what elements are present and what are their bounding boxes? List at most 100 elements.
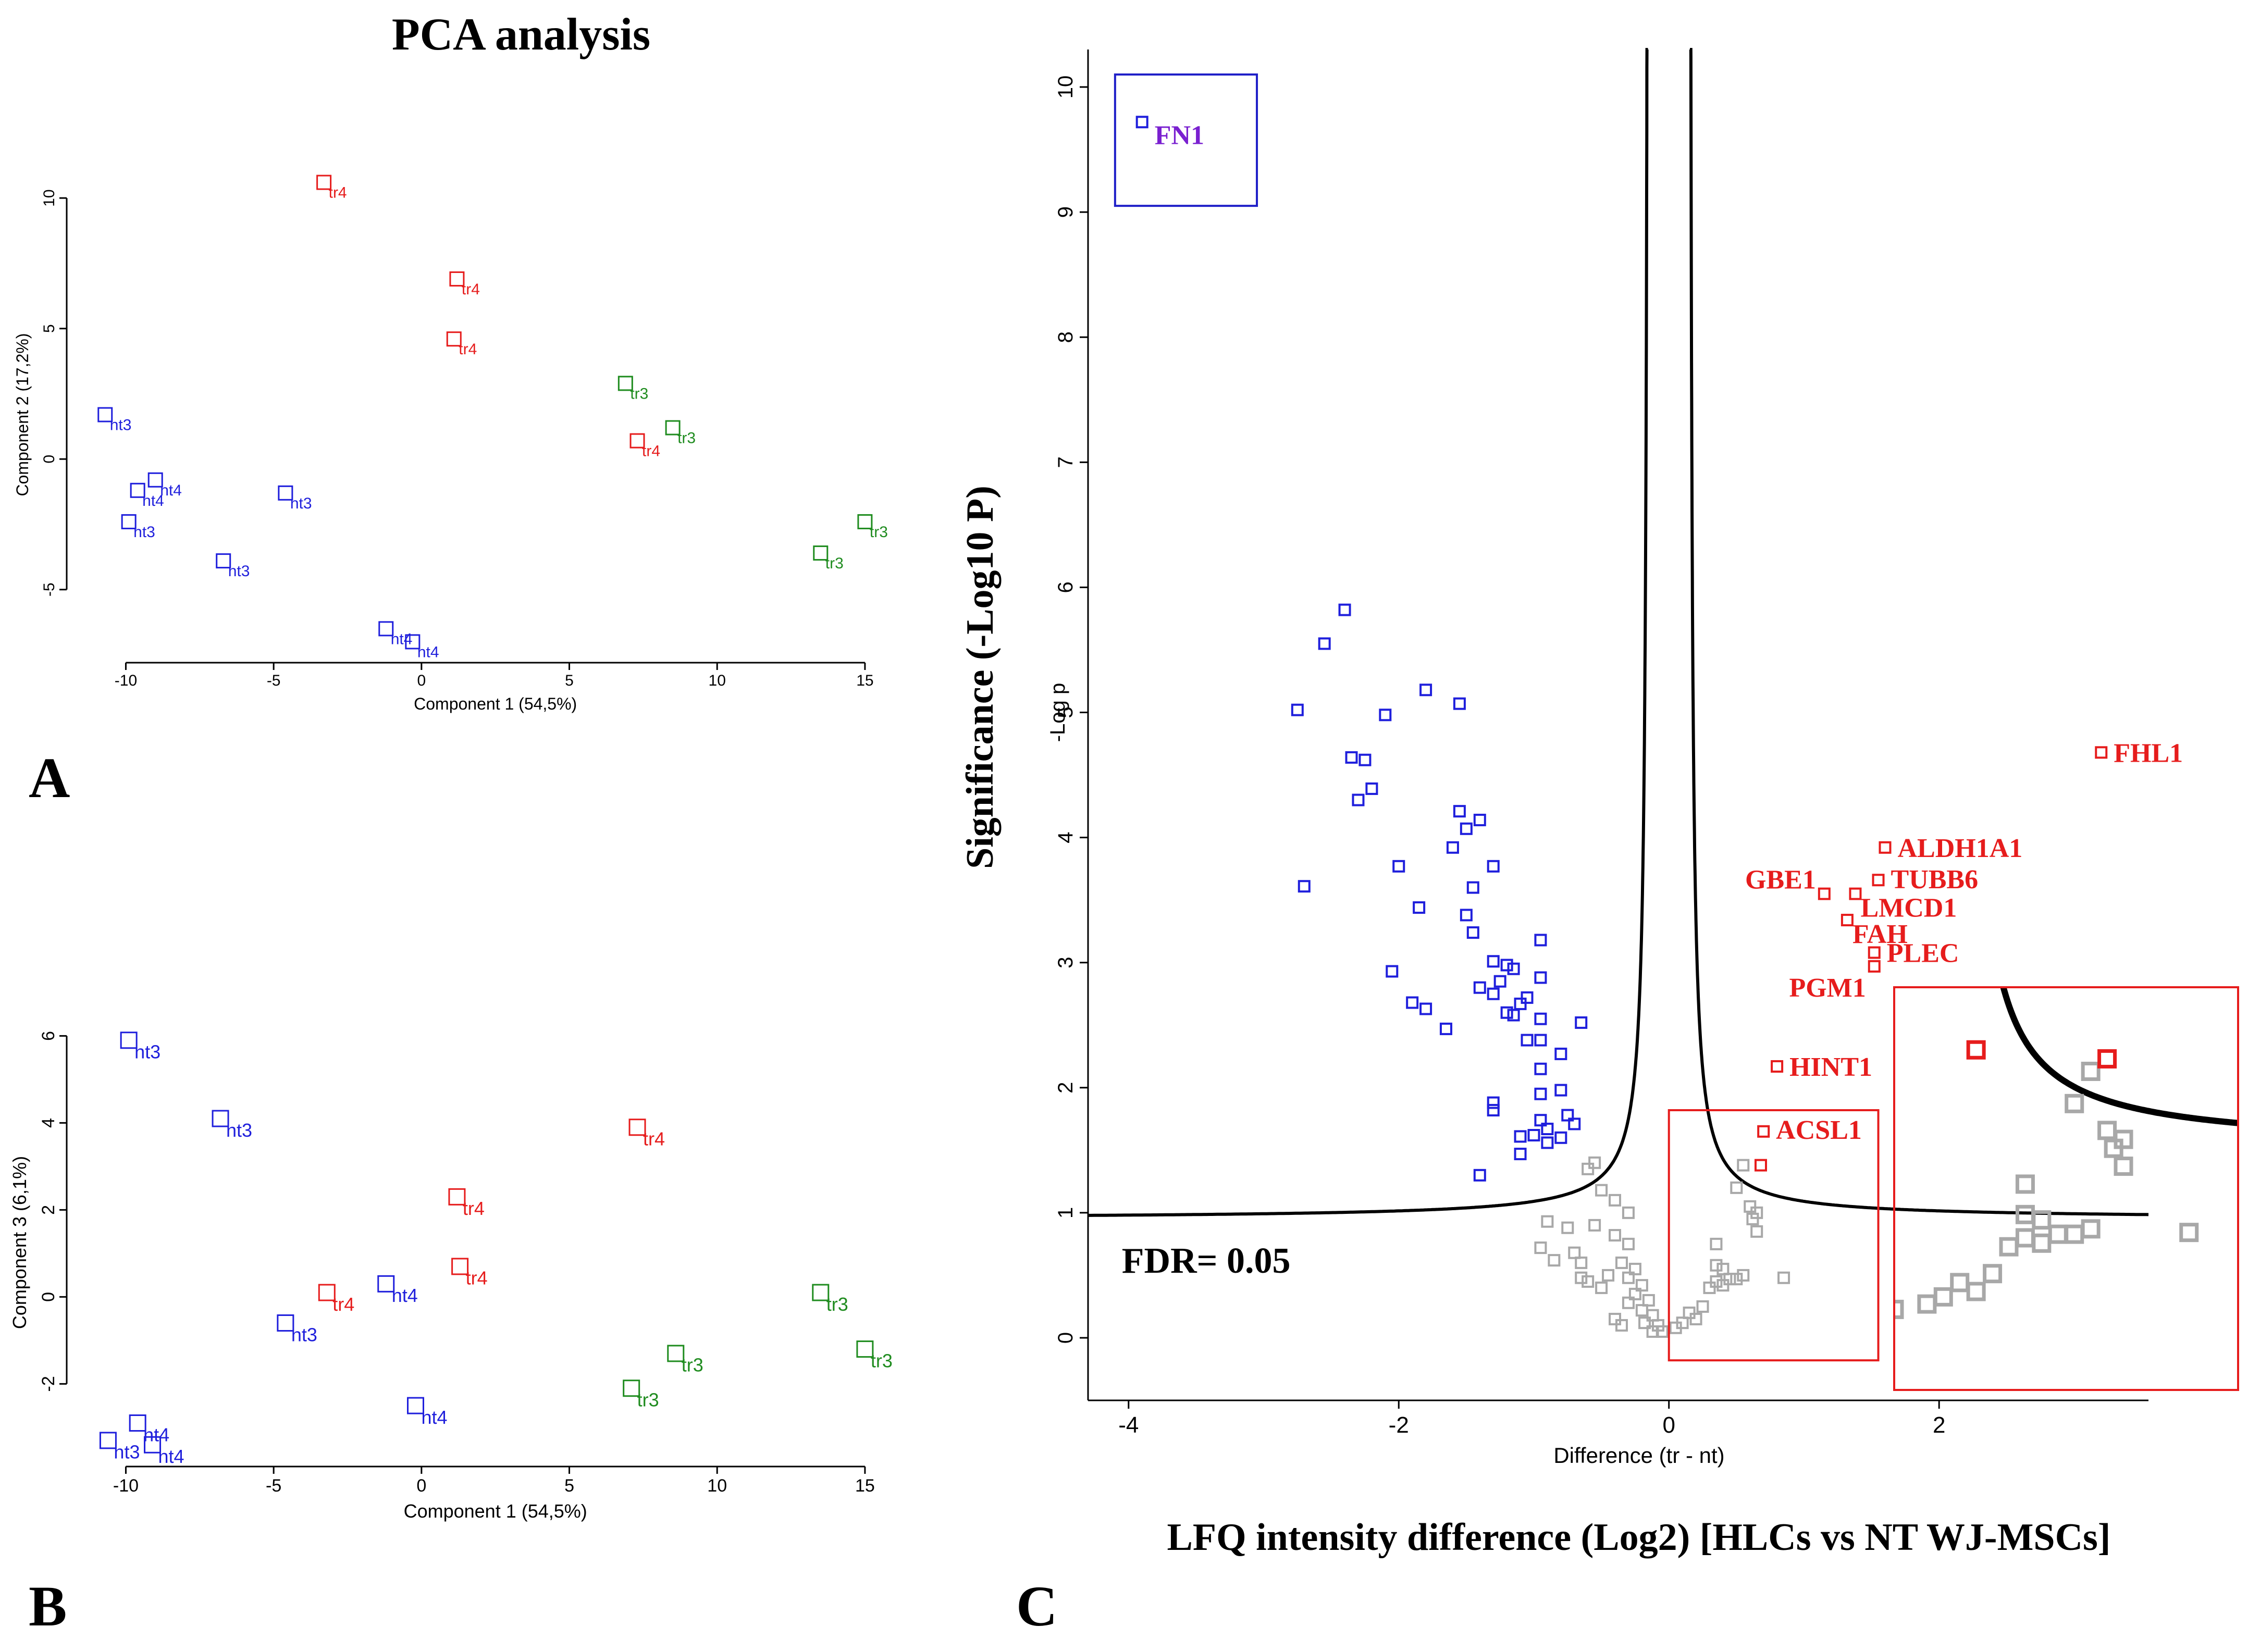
down-regulated-point: [1446, 841, 1459, 854]
data-point-label: nt4: [142, 492, 164, 510]
nonsignificant-point: [1609, 1312, 1622, 1325]
nonsignificant-point: [1575, 1271, 1588, 1284]
down-regulated-point: [1487, 987, 1500, 1000]
y-tick-label: 5: [41, 324, 58, 333]
x-tick-label: -10: [113, 1476, 139, 1496]
panel-b-axes: -10 -5 0 5 10 15 -2 0 2 4 6: [39, 1031, 875, 1496]
labeled-protein-point: [1868, 946, 1881, 959]
down-regulated-point: [1541, 1122, 1554, 1135]
data-point-marker: [99, 1432, 117, 1449]
nonsignificant-point: [1575, 1256, 1588, 1269]
panel-c-fdr-curves: [1088, 48, 2149, 1217]
down-regulated-point: [1554, 1047, 1567, 1060]
nonsignificant-point: [1710, 1275, 1723, 1288]
data-point-marker: [277, 1314, 294, 1332]
protein-label: ACSL1: [1776, 1115, 1862, 1145]
nonsignificant-point: [1588, 1219, 1601, 1232]
data-point-marker: [378, 621, 394, 637]
nonsignificant-point: [1568, 1246, 1581, 1259]
nonsignificant-point: [1609, 1194, 1622, 1207]
down-regulated-point: [1521, 991, 1534, 1004]
data-point-label: nt3: [290, 495, 312, 512]
panel-a-axes: -10 -5 0 5 10 15 -5 0 5 10: [41, 189, 874, 689]
down-regulated-point: [1298, 880, 1311, 893]
inset-nonsignificant-point: [1966, 1282, 1986, 1301]
down-regulated-point: [1521, 1034, 1534, 1047]
down-regulated-point: [1514, 1148, 1527, 1161]
data-point-label: nt4: [391, 630, 413, 648]
nonsignificant-point: [1609, 1229, 1622, 1242]
data-point-label: tr3: [682, 1355, 703, 1376]
data-point-marker: [629, 433, 645, 449]
data-point-label: tr3: [630, 385, 648, 402]
fdr-label: FDR= 0.05: [1122, 1241, 1291, 1281]
nonsignificant-point: [1602, 1269, 1615, 1282]
protein-label: GBE1: [1745, 865, 1816, 895]
nonsignificant-point: [1622, 1206, 1635, 1219]
nonsignificant-point: [1737, 1269, 1750, 1282]
down-regulated-point: [1493, 975, 1506, 988]
down-regulated-point: [1318, 637, 1331, 650]
y-tick-label: 10: [41, 189, 58, 206]
data-point-marker: [144, 1436, 162, 1454]
data-point-label: tr4: [642, 443, 660, 460]
panel-c-label: C: [1016, 1574, 1057, 1638]
data-point-marker: [316, 175, 332, 190]
x-tick-label: -4: [1118, 1412, 1139, 1438]
data-point-label: tr4: [643, 1128, 665, 1150]
x-tick-label: -5: [267, 672, 281, 689]
protein-label: ALDH1A1: [1897, 834, 2022, 863]
down-regulated-point: [1466, 926, 1479, 939]
inset-nonsignificant-point: [2065, 1224, 2084, 1244]
labeled-protein-point: [1841, 914, 1854, 927]
nonsignificant-point: [1615, 1256, 1628, 1269]
nonsignificant-point: [1628, 1262, 1641, 1275]
down-regulated-point: [1473, 981, 1486, 994]
labeled-protein-point: [2095, 746, 2108, 759]
panel-b-xlabel: Component 1 (54,5%): [404, 1500, 587, 1522]
y-tick-label: 9: [1054, 206, 1077, 218]
down-regulated-point: [1534, 934, 1547, 947]
nonsignificant-point: [1750, 1206, 1763, 1219]
x-tick-label: -10: [115, 672, 137, 689]
x-tick-label: 5: [565, 672, 574, 689]
data-point-label: tr4: [332, 1294, 354, 1315]
y-tick-label: 0: [41, 455, 58, 464]
panel-c-side-label: Significance (-Log10 P): [959, 486, 1002, 869]
labeled-protein-point: [1818, 887, 1831, 900]
nonsignificant-point: [1622, 1296, 1635, 1309]
data-point-marker: [377, 1275, 395, 1293]
data-point-marker: [216, 553, 231, 569]
panel-c-xlabel: Difference (tr - nt): [1553, 1443, 1724, 1468]
down-regulated-point: [1507, 962, 1520, 975]
down-regulated-point: [1365, 782, 1378, 795]
data-point-marker: [147, 472, 163, 488]
data-point-label: nt4: [421, 1407, 447, 1428]
down-regulated-point: [1487, 860, 1500, 873]
data-point-marker: [628, 1119, 646, 1136]
panel-c-ylabel: -Log p: [1046, 683, 1069, 742]
data-point-marker: [120, 1032, 138, 1049]
data-point-label: tr3: [637, 1389, 659, 1411]
x-tick-label: 0: [417, 672, 426, 689]
fn1-highlight-box: [1114, 73, 1258, 207]
y-tick-label: -5: [41, 582, 58, 597]
down-regulated-point: [1554, 1131, 1567, 1144]
down-regulated-point: [1453, 697, 1466, 710]
data-point-label: nt3: [110, 417, 132, 434]
inset-nonsignificant-point: [2081, 1061, 2101, 1081]
down-regulated-point: [1487, 1103, 1500, 1116]
nonsignificant-point: [1737, 1159, 1750, 1172]
down-regulated-point: [1466, 881, 1479, 894]
data-point-label: tr4: [462, 281, 480, 298]
protein-label: FHL1: [2114, 738, 2183, 768]
nonsignificant-point: [1622, 1237, 1635, 1250]
down-regulated-point: [1487, 955, 1500, 968]
inset-fdr-curve: [2000, 987, 2238, 1126]
data-point-label: nt4: [160, 482, 182, 499]
down-regulated-point: [1514, 997, 1527, 1010]
zoom-region-box: [1668, 1109, 1880, 1362]
inset-nonsignificant-point: [2114, 1129, 2133, 1149]
